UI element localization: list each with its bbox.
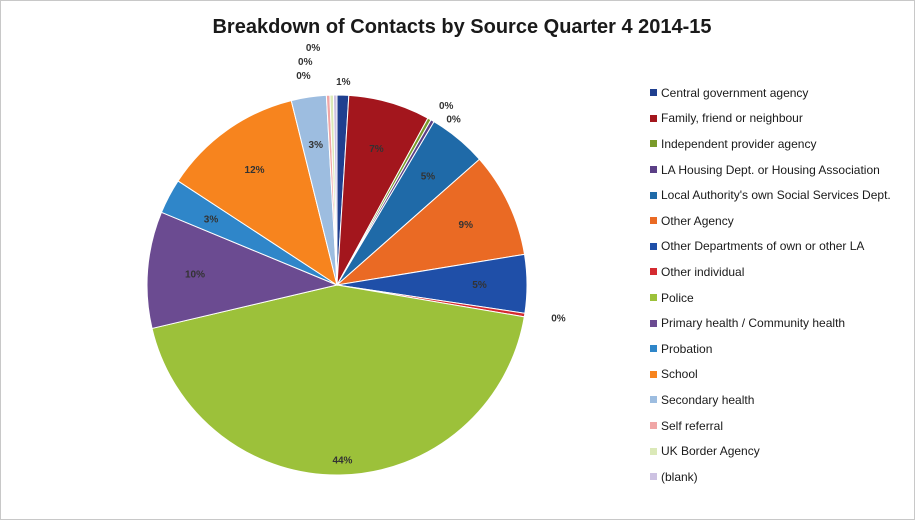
legend-swatch: [650, 89, 657, 97]
legend-item: Central government agency: [650, 80, 912, 106]
data-label: 0%: [439, 101, 454, 112]
legend-item: LA Housing Dept. or Housing Association: [650, 157, 912, 183]
chart-title: Breakdown of Contacts by Source Quarter …: [212, 16, 712, 38]
pie-slice-school: [177, 99, 338, 287]
data-label: 0%: [298, 57, 313, 68]
legend-item: Primary health / Community health: [650, 310, 912, 336]
legend-label: Other Departments of own or other LA: [661, 239, 865, 254]
legend-item: School: [650, 362, 912, 388]
legend-label: Probation: [661, 341, 713, 356]
pie-slice-blank: [332, 94, 338, 286]
legend-swatch: [650, 217, 657, 225]
legend-label: Other Agency: [661, 213, 734, 228]
legend-item: Self referral: [650, 413, 912, 439]
legend-item: Police: [650, 285, 912, 311]
legend-swatch: [650, 473, 657, 481]
data-label: 0%: [551, 313, 566, 324]
legend-swatch: [650, 268, 657, 276]
legend-swatch: [650, 345, 657, 353]
data-label: 44%: [332, 456, 352, 467]
legend-swatch: [650, 294, 657, 302]
legend-item: Local Authority's own Social Services De…: [650, 182, 912, 208]
legend-swatch: [650, 114, 657, 122]
data-label: 5%: [472, 280, 487, 291]
legend-item: UK Border Agency: [650, 438, 912, 464]
legend-swatch: [650, 191, 657, 199]
legend-label: Self referral: [661, 418, 724, 433]
data-label: 0%: [446, 115, 461, 126]
legend-item: Probation: [650, 336, 912, 362]
data-label: 0%: [296, 71, 311, 82]
legend-swatch: [650, 422, 657, 430]
legend-item: Independent provider agency: [650, 131, 912, 157]
pie-slice-police: [151, 284, 525, 476]
legend-label: Police: [661, 290, 694, 305]
legend-label: LA Housing Dept. or Housing Association: [661, 162, 880, 177]
legend-item: (blank): [650, 464, 912, 490]
data-label: 7%: [369, 144, 384, 155]
legend-label: Other individual: [661, 264, 745, 279]
legend-item: Family, friend or neighbour: [650, 106, 912, 132]
legend-swatch: [650, 396, 657, 404]
legend-label: Central government agency: [661, 85, 809, 100]
legend-label: School: [661, 367, 698, 382]
pie-slice-other-agency: [335, 158, 526, 286]
data-label: 9%: [459, 220, 474, 231]
legend-swatch: [650, 242, 657, 250]
legend-label: Primary health / Community health: [661, 316, 846, 331]
legend-label: Family, friend or neighbour: [661, 111, 803, 126]
legend-label: (blank): [661, 469, 698, 484]
data-label: 0%: [306, 43, 321, 54]
legend-swatch: [650, 140, 657, 148]
legend-swatch: [650, 447, 657, 455]
pie-slice-primary-health-community-health: [146, 211, 339, 330]
legend-label: Independent provider agency: [661, 136, 817, 151]
data-label: 1%: [336, 77, 351, 88]
legend-item: Other individual: [650, 259, 912, 285]
legend-swatch: [650, 166, 657, 174]
legend-swatch: [650, 319, 657, 327]
data-label: 3%: [204, 214, 219, 225]
legend-item: Other Departments of own or other LA: [650, 234, 912, 260]
legend-swatch: [650, 370, 657, 378]
data-label: 12%: [245, 165, 265, 176]
legend-label: UK Border Agency: [661, 444, 760, 459]
data-label: 5%: [421, 171, 436, 182]
chart-legend: Central government agency Family, friend …: [650, 80, 912, 490]
data-label: 3%: [309, 140, 324, 151]
legend-label: Local Authority's own Social Services De…: [661, 188, 891, 203]
legend-label: Secondary health: [661, 392, 755, 407]
legend-item: Secondary health: [650, 387, 912, 413]
legend-item: Other Agency: [650, 208, 912, 234]
data-label: 10%: [185, 269, 205, 280]
